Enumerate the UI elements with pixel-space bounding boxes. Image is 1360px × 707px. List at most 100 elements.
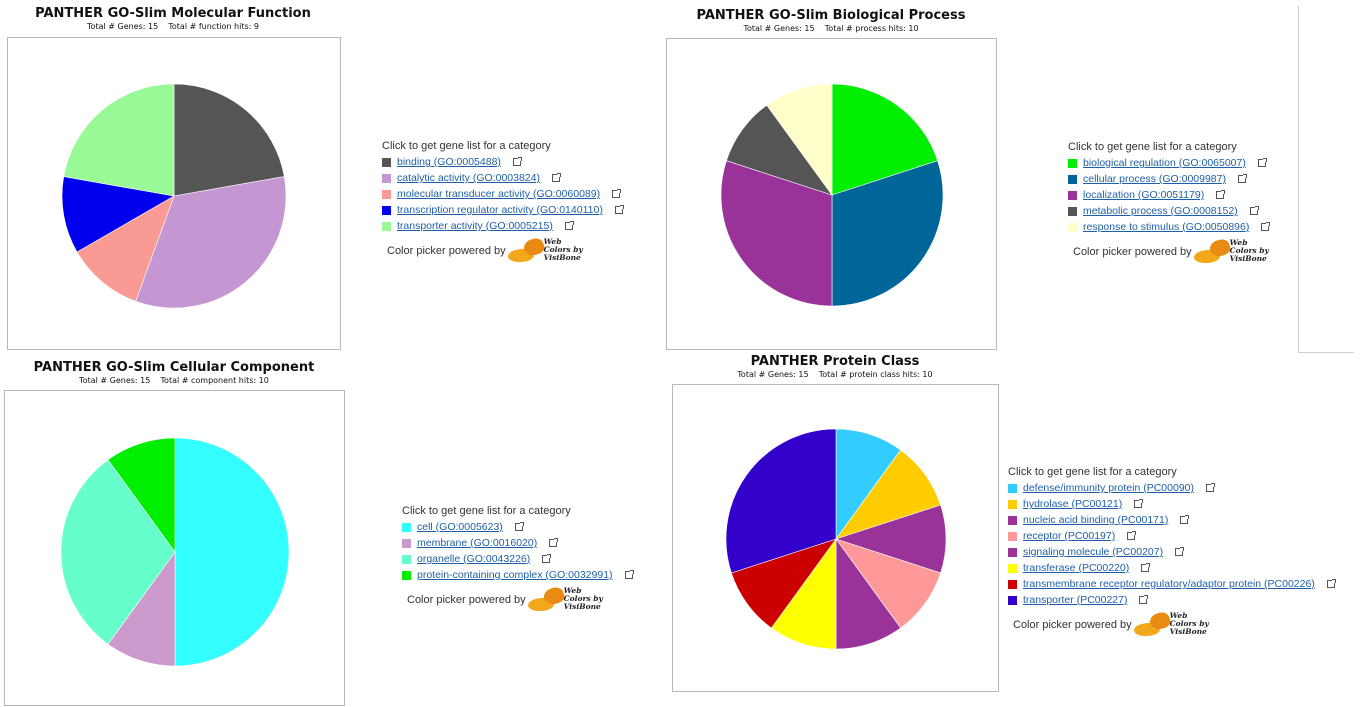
external-link-icon[interactable]	[514, 522, 524, 531]
logo-text: Web Colors by VisiBone	[564, 587, 603, 611]
logo-text-line: VisiBone	[1229, 254, 1267, 263]
color-swatch[interactable]	[1008, 515, 1017, 525]
category-link[interactable]: transmembrane receptor regulatory/adapto…	[1023, 578, 1315, 590]
pie-slice-cell[interactable]	[174, 437, 290, 667]
legend-item: signaling molecule (PC00207)	[1008, 544, 1335, 560]
external-link-icon[interactable]	[1127, 531, 1137, 540]
pie-slice-catalytic-activity[interactable]	[135, 176, 287, 309]
legend-item: defense/immunity protein (PC00090)	[1008, 480, 1335, 496]
external-link-icon[interactable]	[512, 157, 522, 166]
category-link[interactable]: organelle (GO:0043226)	[417, 553, 531, 565]
category-link[interactable]: transferase (PC00220)	[1023, 562, 1130, 574]
legend-item: response to stimulus (GO:0050896)	[1068, 219, 1271, 235]
color-swatch[interactable]	[382, 221, 391, 231]
color-swatch[interactable]	[382, 157, 391, 167]
external-link-icon[interactable]	[564, 221, 574, 230]
pie-slice-membrane[interactable]	[107, 551, 176, 667]
category-link[interactable]: membrane (GO:0016020)	[417, 537, 538, 549]
color-swatch[interactable]	[1008, 531, 1017, 541]
external-link-icon[interactable]	[1134, 499, 1144, 508]
color-swatch[interactable]	[1008, 547, 1017, 557]
external-link-icon[interactable]	[551, 173, 561, 182]
logo-text-line: Web	[1169, 611, 1188, 620]
category-link[interactable]: response to stimulus (GO:0050896)	[1083, 221, 1250, 233]
external-link-icon[interactable]	[1175, 547, 1185, 556]
external-link-icon[interactable]	[1257, 158, 1267, 167]
category-link[interactable]: protein-containing complex (GO:0032991)	[417, 569, 613, 581]
color-swatch[interactable]	[382, 205, 391, 215]
pie-slice-transcription-regulator-activity[interactable]	[61, 176, 175, 253]
color-swatch[interactable]	[402, 554, 411, 564]
category-legend: Click to get gene list for a category bio…	[1068, 139, 1271, 266]
pie-slice-organelle[interactable]	[60, 459, 176, 645]
color-swatch[interactable]	[382, 173, 391, 183]
color-swatch[interactable]	[402, 522, 411, 532]
category-link[interactable]: cell (GO:0005623)	[417, 521, 503, 533]
pie-slice-biological-regulation[interactable]	[831, 83, 938, 196]
category-link[interactable]: metabolic process (GO:0008152)	[1083, 205, 1238, 217]
external-link-icon[interactable]	[1180, 515, 1190, 524]
category-link[interactable]: cellular process (GO:0009987)	[1083, 173, 1226, 185]
external-link-icon[interactable]	[612, 189, 622, 198]
color-swatch[interactable]	[382, 189, 391, 199]
category-link[interactable]: catalytic activity (GO:0003824)	[397, 172, 540, 184]
category-link[interactable]: biological regulation (GO:0065007)	[1083, 157, 1246, 169]
category-link[interactable]: hydrolase (PC00121)	[1023, 498, 1123, 510]
external-link-icon[interactable]	[1261, 222, 1271, 231]
color-swatch[interactable]	[402, 570, 411, 580]
chart-title: PANTHER GO-Slim Biological Process	[696, 8, 966, 23]
category-link[interactable]: transporter activity (GO:0005215)	[397, 220, 553, 232]
color-swatch[interactable]	[1068, 222, 1077, 232]
category-link[interactable]: signaling molecule (PC00207)	[1023, 546, 1164, 558]
external-link-icon[interactable]	[1238, 174, 1247, 183]
color-swatch[interactable]	[1068, 190, 1077, 200]
chart-title: PANTHER Protein Class	[750, 354, 920, 369]
legend-item: cellular process (GO:0009987)	[1068, 171, 1269, 187]
pie-slice-response-to-stimulus[interactable]	[766, 83, 833, 196]
external-link-icon[interactable]	[1216, 190, 1226, 199]
pie-chart-frame	[7, 37, 341, 350]
color-swatch[interactable]	[1008, 563, 1017, 573]
pie-slice-transporter-activity[interactable]	[63, 83, 175, 197]
pie-slice-cellular-process[interactable]	[831, 160, 944, 307]
external-link-icon[interactable]	[1206, 483, 1216, 492]
external-link-icon[interactable]	[1326, 579, 1336, 588]
color-swatch[interactable]	[1008, 595, 1017, 605]
color-swatch[interactable]	[1008, 483, 1017, 493]
external-link-icon[interactable]	[624, 570, 634, 579]
logo-text: Web Colors by VisiBone	[1230, 239, 1269, 263]
visibone-logo[interactable]: Web Colors by VisiBone	[507, 236, 583, 265]
category-link[interactable]: localization (GO:0051179)	[1083, 189, 1205, 201]
logo-text-line: Colors by	[1229, 246, 1269, 255]
color-swatch[interactable]	[1068, 174, 1077, 184]
category-link[interactable]: binding (GO:0005488)	[397, 156, 501, 168]
external-link-icon[interactable]	[542, 554, 552, 563]
category-link[interactable]: defense/immunity protein (PC00090)	[1023, 482, 1195, 494]
visibone-logo[interactable]: Web Colors by VisiBone	[527, 585, 603, 614]
external-link-icon[interactable]	[1139, 595, 1149, 604]
color-swatch[interactable]	[1008, 579, 1017, 589]
external-link-icon[interactable]	[1141, 563, 1151, 572]
visibone-logo[interactable]: Web Colors by VisiBone	[1193, 237, 1269, 266]
color-swatch[interactable]	[1008, 499, 1017, 509]
category-link[interactable]: nucleic acid binding (PC00171)	[1023, 514, 1169, 526]
pie-slice-localization[interactable]	[720, 160, 833, 307]
legend-item: cell (GO:0005623)	[402, 519, 633, 535]
color-swatch[interactable]	[1068, 206, 1077, 216]
color-swatch[interactable]	[1068, 158, 1077, 168]
external-link-icon[interactable]	[614, 205, 624, 214]
category-link[interactable]: transcription regulator activity (GO:014…	[397, 204, 603, 216]
external-link-icon[interactable]	[549, 538, 559, 547]
pie-slice-transporter[interactable]	[725, 428, 837, 574]
pie-slice-molecular-transducer-activity[interactable]	[76, 195, 175, 302]
pie-slice-protein-containing-complex[interactable]	[107, 437, 176, 553]
category-link[interactable]: molecular transducer activity (GO:006008…	[397, 188, 601, 200]
color-swatch[interactable]	[402, 538, 411, 548]
category-link[interactable]: receptor (PC00197)	[1023, 530, 1116, 542]
visibone-logo[interactable]: Web Colors by VisiBone	[1133, 610, 1209, 639]
legend-heading: Click to get gene list for a category	[402, 505, 571, 517]
pie-slice-binding[interactable]	[173, 83, 285, 197]
category-link[interactable]: transporter (PC00227)	[1023, 594, 1128, 606]
external-link-icon[interactable]	[1249, 206, 1259, 215]
legend-item: transcription regulator activity (GO:014…	[382, 202, 624, 218]
